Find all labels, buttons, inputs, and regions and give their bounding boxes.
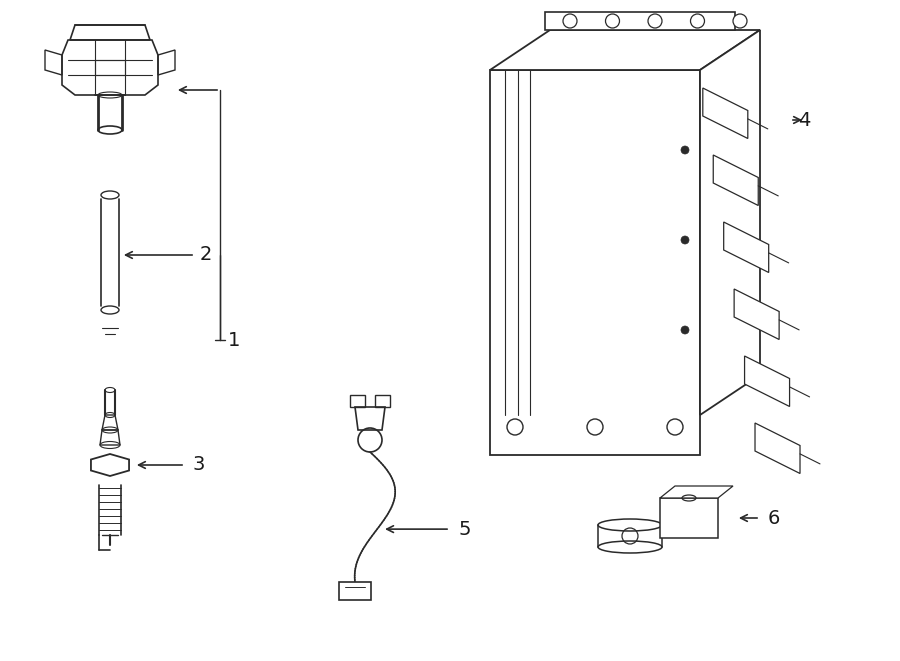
- Circle shape: [606, 14, 619, 28]
- Bar: [339, 582, 371, 600]
- Circle shape: [563, 14, 577, 28]
- Circle shape: [667, 419, 683, 435]
- Circle shape: [681, 326, 689, 334]
- Circle shape: [507, 419, 523, 435]
- Polygon shape: [490, 30, 760, 70]
- Circle shape: [681, 236, 689, 244]
- Polygon shape: [724, 222, 769, 272]
- Text: 5: 5: [458, 520, 471, 539]
- Text: 6: 6: [768, 508, 780, 527]
- Circle shape: [733, 14, 747, 28]
- Circle shape: [690, 14, 705, 28]
- Bar: [545, 12, 735, 30]
- Text: 4: 4: [798, 110, 810, 130]
- Polygon shape: [734, 289, 779, 340]
- Polygon shape: [744, 356, 789, 407]
- Circle shape: [587, 419, 603, 435]
- Circle shape: [681, 146, 689, 154]
- Text: 1: 1: [228, 330, 240, 350]
- Text: 2: 2: [200, 245, 212, 264]
- Bar: [660, 498, 718, 538]
- Polygon shape: [700, 30, 760, 415]
- Polygon shape: [755, 423, 800, 473]
- Polygon shape: [713, 155, 758, 206]
- Polygon shape: [703, 88, 748, 139]
- Text: 3: 3: [192, 455, 204, 475]
- Polygon shape: [660, 486, 733, 498]
- Circle shape: [648, 14, 662, 28]
- Bar: [490, 70, 700, 455]
